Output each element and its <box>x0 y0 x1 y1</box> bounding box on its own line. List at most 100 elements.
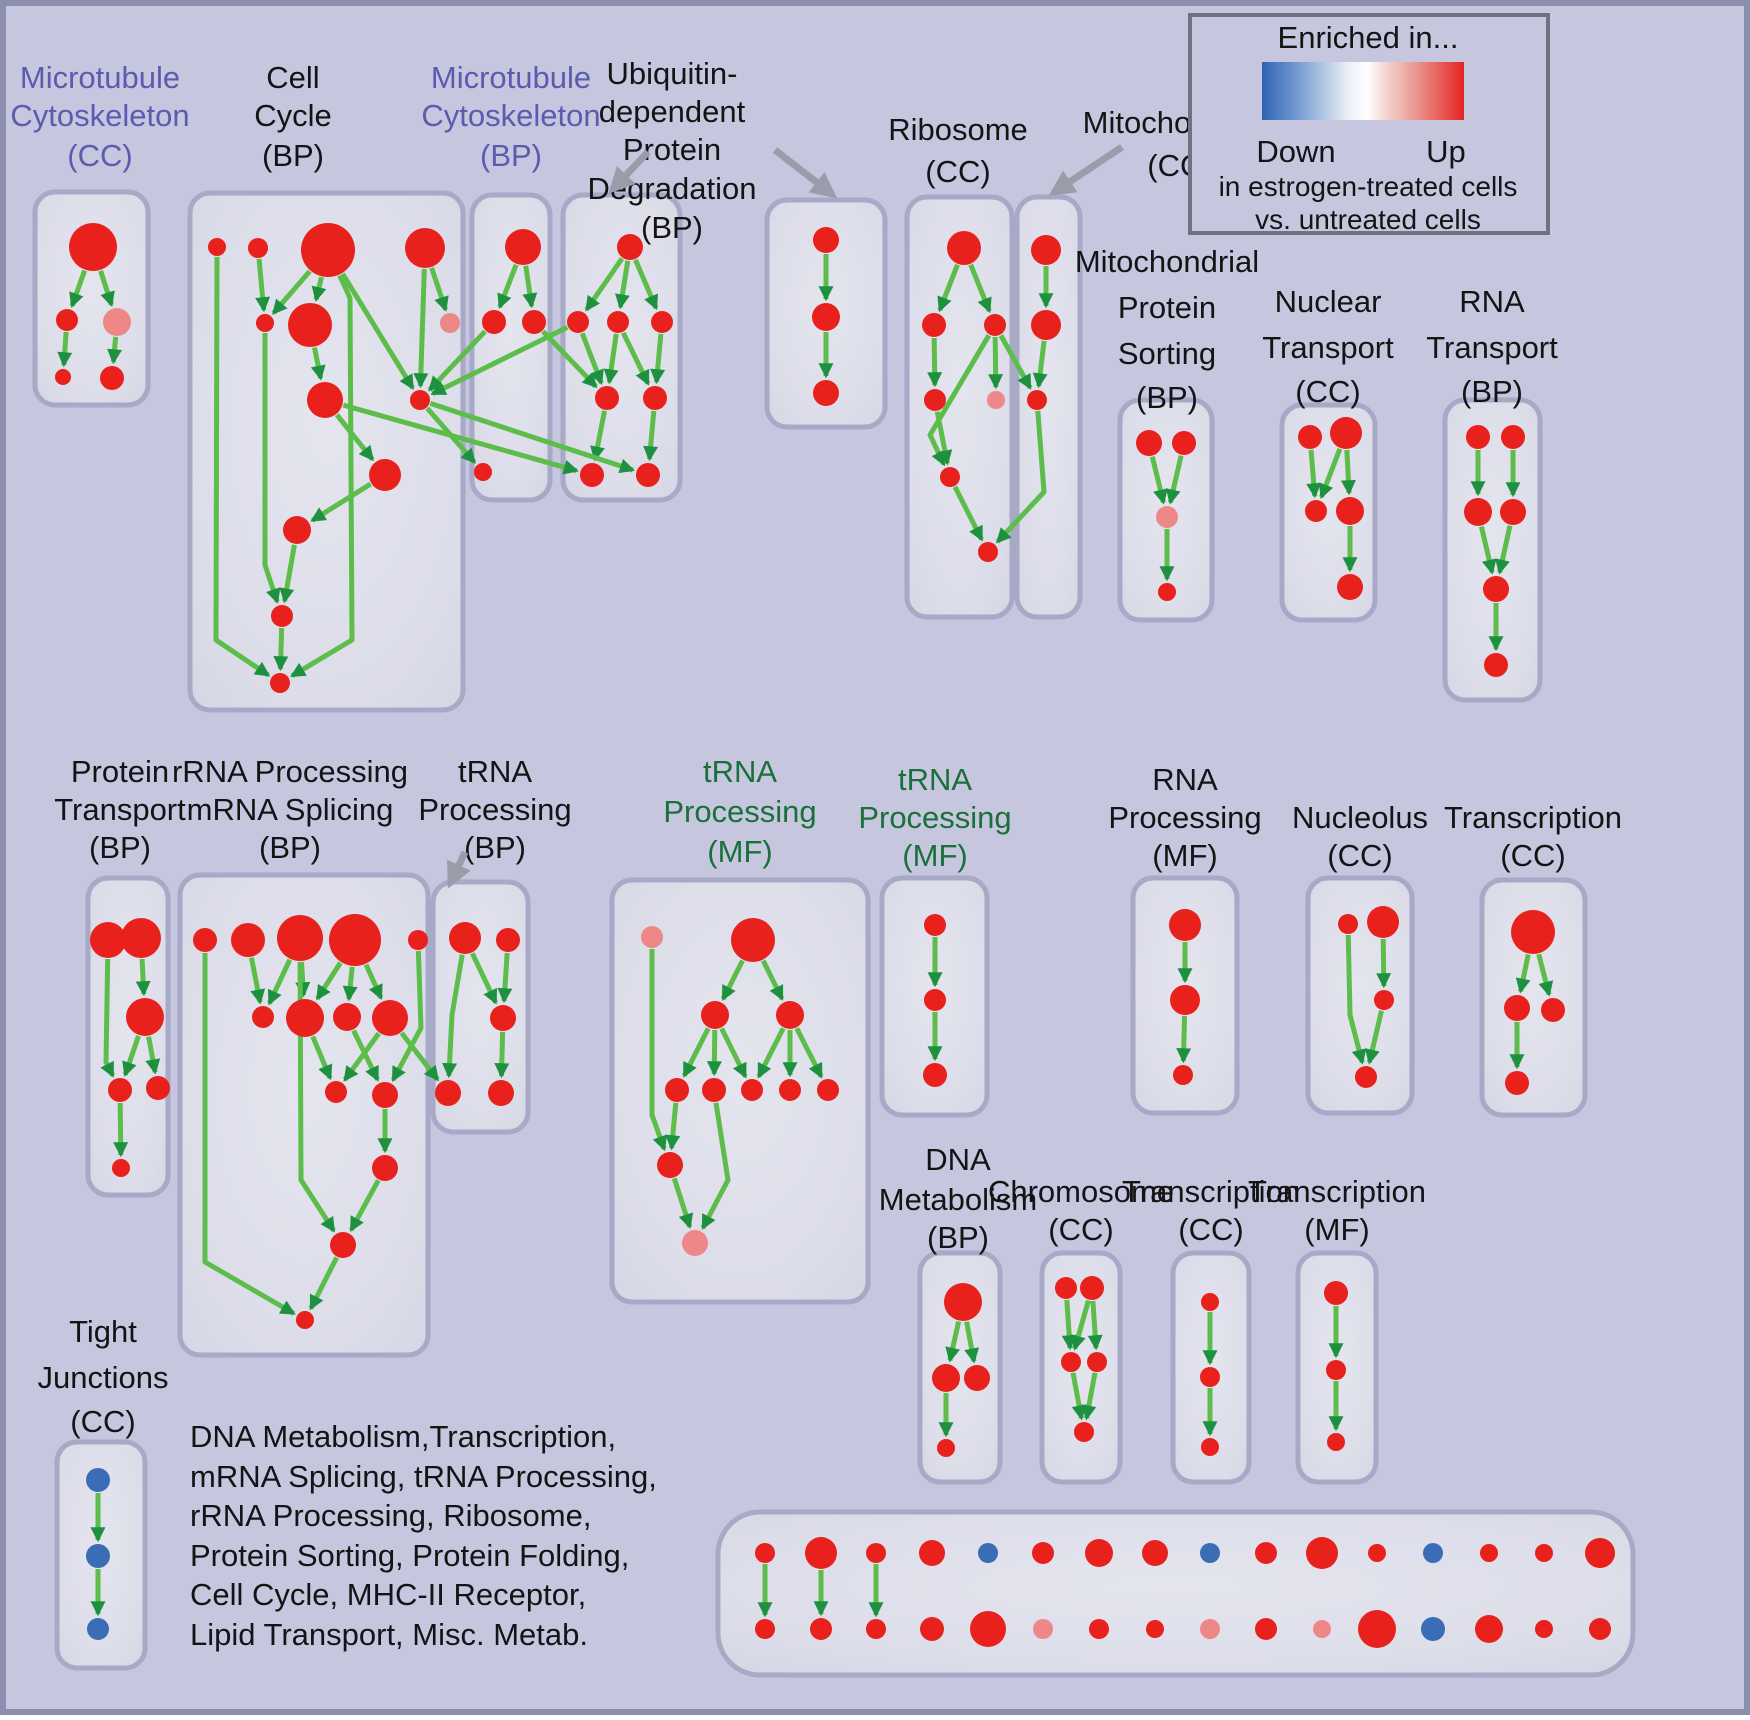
cross-edge-ribosome-to-mitochondrion <box>998 334 1033 390</box>
gene-set-node-ubiquitin-right <box>812 303 840 331</box>
gene-set-node-rna-transport <box>1500 499 1526 525</box>
gene-set-node-cell-cycle <box>248 238 268 258</box>
cluster-label-nuclear-transport: Transport <box>1262 330 1394 365</box>
edge-cell-cycle <box>271 269 312 315</box>
edge-trna-bp <box>470 952 498 1005</box>
edge-cell-cycle <box>273 627 289 672</box>
gene-set-node-microtubule-cc <box>56 309 78 331</box>
gene-set-node-cell-cycle <box>288 303 332 347</box>
gene-set-node-mitochondrion <box>1027 390 1047 410</box>
edge-trna-mf <box>706 1029 722 1077</box>
edge-rrna <box>308 1256 339 1311</box>
gene-set-node-strip <box>1200 1619 1220 1639</box>
misc-clusters-annotation: rRNA Processing, Ribosome, <box>190 1498 591 1533</box>
legend-subtitle-1: in estrogen-treated cells <box>1219 171 1518 202</box>
edge-protein-transport <box>113 1102 129 1158</box>
gene-set-node-dna-metabolism <box>964 1365 990 1391</box>
edge-cell-cycle <box>413 268 429 389</box>
edge-nucleolus <box>1376 938 1392 989</box>
gene-set-node-ribosome <box>924 389 946 411</box>
gene-set-node-rrna <box>408 930 428 950</box>
gene-set-node-mito-sorting <box>1158 583 1176 601</box>
gene-set-node-ubiquitin <box>567 311 589 333</box>
edge-cell-cycle <box>334 413 375 462</box>
cluster-label-trna-bp: tRNA <box>458 754 532 789</box>
gene-set-node-dna-metabolism <box>944 1283 982 1321</box>
edge-cell-cycle <box>311 276 327 302</box>
gene-set-node-rna-mf <box>1173 1065 1193 1085</box>
edge-rrna <box>342 1031 381 1082</box>
cross-edge-microtubule-bp-to-cell-cycle <box>427 329 487 392</box>
edge-ubiquitin <box>584 257 625 312</box>
edge-ubiquitin <box>590 410 607 462</box>
legend-color-scale <box>1262 62 1464 120</box>
gene-set-node-ribosome <box>978 542 998 562</box>
gene-set-node-rrna <box>372 1082 398 1108</box>
gene-set-node-ribosome <box>984 314 1006 336</box>
gene-set-node-rrna <box>193 928 217 952</box>
gene-set-node-protein-transport <box>121 918 161 958</box>
edge-rrna <box>348 1179 381 1233</box>
gene-set-node-dna-metabolism <box>932 1364 960 1392</box>
gene-set-node-rrna <box>372 1155 398 1181</box>
gene-set-node-tight-junctions <box>86 1544 110 1568</box>
gene-set-node-microtubule-cc <box>100 366 124 390</box>
edge-trna-mf <box>700 1102 731 1230</box>
gene-set-node-chromosome <box>1061 1352 1081 1372</box>
gene-set-node-mito-sorting <box>1136 430 1162 456</box>
gene-set-node-ribosome <box>947 231 981 265</box>
edge-trna-bp <box>494 1031 510 1079</box>
cross-edge-mitochondrion-to-ribosome <box>995 410 1047 544</box>
gene-set-node-strip <box>866 1619 886 1639</box>
edge-trna-bp <box>497 952 513 1004</box>
cluster-label-protein-transport: Transport <box>54 792 186 827</box>
gene-set-node-protein-transport <box>126 998 164 1036</box>
cluster-label-dna-metabolism: Metabolism <box>879 1182 1038 1217</box>
edge-nuclear-transport <box>1306 449 1322 499</box>
gene-set-node-strip <box>978 1543 998 1563</box>
edge-ubiquitin <box>621 331 651 386</box>
gene-set-node-strip <box>1313 1620 1331 1638</box>
edge-rrna <box>310 1035 333 1081</box>
gene-set-node-strip <box>1585 1538 1615 1568</box>
edge-microtubule-cc <box>69 269 87 308</box>
gene-set-node-nuclear-transport <box>1336 497 1364 525</box>
cluster-box-bottom-strip <box>715 1509 1636 1678</box>
edge-trna-bp <box>442 954 465 1079</box>
edge-rrna <box>248 957 266 1005</box>
gene-set-node-rrna <box>329 914 381 966</box>
edge-ribosome <box>937 263 960 313</box>
gene-set-node-strip <box>1358 1610 1396 1648</box>
gene-set-node-trna-bp <box>449 922 481 954</box>
edge-ubiquitin <box>650 333 666 385</box>
cluster-label-microtubule-cc: Microtubule <box>20 60 180 95</box>
gene-set-node-chromosome <box>1074 1422 1094 1442</box>
cluster-label-rna-mf: Processing <box>1108 800 1261 835</box>
gene-set-node-strip <box>1535 1544 1553 1562</box>
edge-nuclear-transport <box>1318 447 1343 500</box>
cluster-label-transcription-cc: (CC) <box>1500 838 1565 873</box>
cluster-label-tight-junctions: (CC) <box>70 1404 135 1439</box>
gene-set-node-strip <box>1423 1543 1443 1563</box>
cluster-label-rna-transport: RNA <box>1459 284 1525 319</box>
gene-set-node-cell-cycle <box>405 228 445 268</box>
cluster-label-mito-sorting: (BP) <box>1136 380 1198 415</box>
gene-set-node-strip <box>1421 1617 1445 1641</box>
gene-set-node-strip <box>920 1617 944 1641</box>
gene-set-node-protein-transport <box>90 922 126 958</box>
misc-clusters-annotation: Protein Sorting, Protein Folding, <box>190 1538 629 1573</box>
gene-set-node-strip <box>1085 1539 1113 1567</box>
gene-set-node-trna-mf <box>665 1078 689 1102</box>
gene-set-node-microtubule-bp <box>522 310 546 334</box>
cross-edge-cell-cycle-to-ubiquitin <box>342 402 579 475</box>
gene-set-node-strip <box>1535 1620 1553 1638</box>
edge-ribosome <box>952 485 984 542</box>
edge-rrna <box>315 961 343 1001</box>
gene-set-node-trna-mf <box>682 1230 708 1256</box>
gene-set-node-nucleolus <box>1374 990 1394 1010</box>
edge-trna-mf <box>719 1027 748 1079</box>
cluster-label-chromosome: (CC) <box>1048 1212 1113 1247</box>
cluster-label-cell-cycle: Cycle <box>254 98 332 133</box>
edge-microtubule-cc <box>107 336 123 365</box>
